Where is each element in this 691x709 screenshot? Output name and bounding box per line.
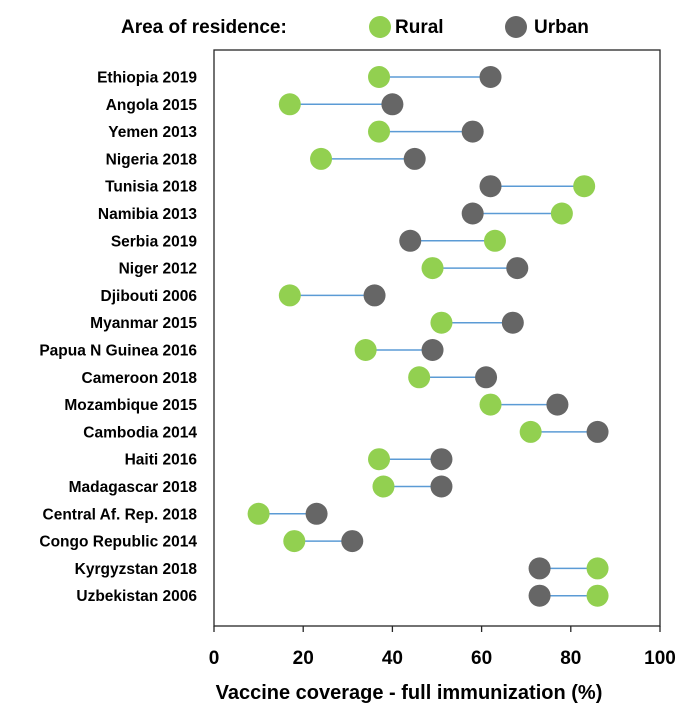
urban-point [475,366,498,389]
y-tick-label: Congo Republic 2014 [39,534,197,551]
y-tick-label: Central Af. Rep. 2018 [43,506,198,523]
y-tick-label: Myanmar 2015 [90,315,197,332]
rural-point [372,475,395,498]
plot-marks [247,66,609,607]
rural-point [519,420,542,443]
rural-point [421,257,444,280]
rural-point [368,120,391,143]
rural-point [247,502,270,525]
rural-point [430,311,453,334]
x-axis-label: Vaccine coverage - full immunization (%) [216,682,603,704]
y-tick-label: Kyrgyzstan 2018 [75,561,198,578]
urban-point [341,530,364,553]
rural-point [408,366,431,389]
urban-point [586,420,609,443]
y-tick-label: Tunisia 2018 [105,179,197,196]
legend-rural-marker [369,16,391,38]
urban-point [479,175,502,198]
rural-point [573,175,596,198]
y-tick-label: Cameroon 2018 [82,370,198,387]
rural-point [310,147,333,170]
rural-point [278,93,301,116]
urban-point [528,557,551,580]
y-tick-label: Ethiopia 2019 [97,70,197,87]
y-axis-labels: Ethiopia 2019 Angola 2015 Yemen 2013 Nigeri… [39,70,197,606]
rural-point [278,284,301,307]
urban-point [381,93,404,116]
y-tick-label: Mozambique 2015 [64,397,197,414]
urban-point [430,448,453,471]
x-tick-label: 20 [293,648,314,669]
x-tick-label: 0 [209,648,220,669]
x-axis-ticks: 0 20 40 60 80 100 [209,626,676,669]
y-tick-label: Uzbekistan 2006 [76,588,197,605]
y-tick-label: Haiti 2016 [125,452,198,469]
legend-title: Area of residence: [121,17,287,38]
urban-point [528,584,551,607]
y-tick-label: Nigeria 2018 [106,151,198,168]
legend-urban-marker [505,16,527,38]
urban-point [421,339,444,361]
urban-point [430,475,453,498]
rural-point [283,530,306,553]
x-tick-label: 80 [560,648,581,669]
legend: Area of residence: Rural Urban [121,16,589,38]
y-tick-label: Yemen 2013 [108,124,197,141]
legend-urban-label: Urban [534,17,589,38]
rural-point [479,393,502,416]
x-tick-label: 60 [471,648,492,669]
rural-point [586,557,609,580]
y-tick-label: Niger 2012 [119,261,197,278]
urban-point [506,257,529,280]
y-tick-label: Cambodia 2014 [83,424,197,441]
urban-point [546,393,569,416]
legend-rural-label: Rural [395,17,444,38]
urban-point [399,229,422,252]
y-tick-label: Angola 2015 [106,97,198,114]
rural-point [550,202,573,225]
urban-point [461,202,484,225]
y-tick-label: Serbia 2019 [111,233,198,250]
y-tick-label: Djibouti 2006 [101,288,198,305]
rural-point [368,66,391,88]
rural-point [354,339,377,361]
urban-point [403,147,426,170]
rural-point [483,229,506,252]
x-tick-label: 40 [382,648,403,669]
urban-point [461,120,484,143]
rural-point [586,584,609,607]
urban-point [305,502,328,525]
plot-area-frame [213,49,661,627]
x-tick-label: 100 [644,648,676,669]
urban-point [363,284,386,307]
y-tick-label: Madagascar 2018 [69,479,198,496]
rural-point [368,448,391,471]
y-tick-label: Papua N Guinea 2016 [39,343,197,360]
y-tick-label: Namibia 2013 [98,206,197,223]
urban-point [501,311,524,334]
urban-point [479,66,502,88]
